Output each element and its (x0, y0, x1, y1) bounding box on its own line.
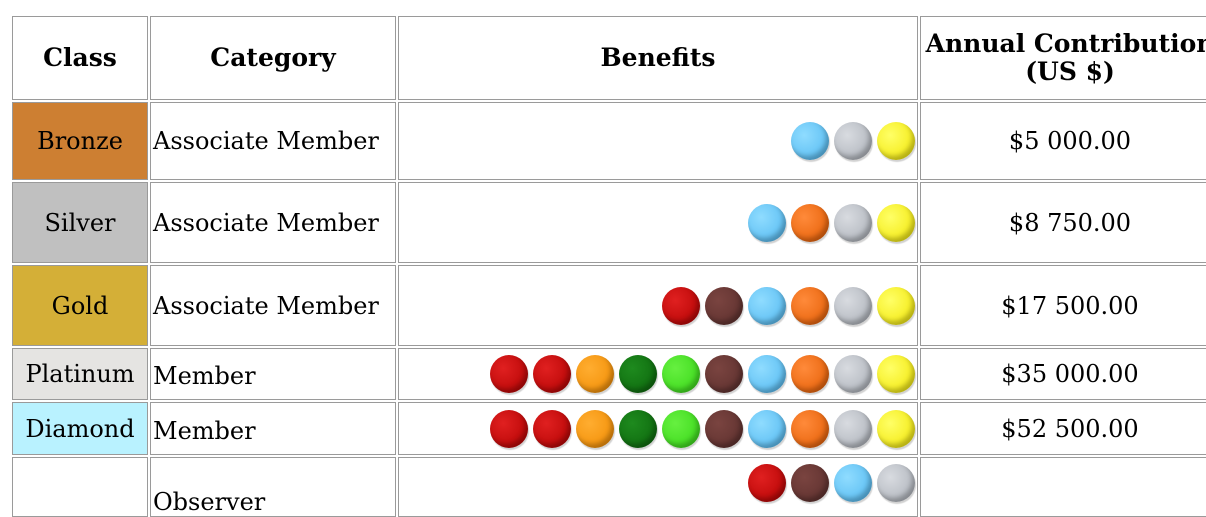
orange-circle-icon (791, 355, 829, 393)
red-circle-icon (748, 464, 786, 502)
gray-circle-icon (834, 286, 872, 325)
brown-circle-icon (705, 409, 743, 448)
orange-circle-icon (791, 203, 829, 242)
header-benefits: Benefits (398, 16, 918, 100)
gray-circle-icon (877, 464, 915, 502)
red-circle-icon (490, 409, 528, 448)
category-cell: Member (150, 348, 396, 400)
benefit-dots (490, 355, 915, 393)
category-cell: Observer (150, 457, 396, 517)
table-row: Diamond Member $52 500.00 (12, 402, 1206, 455)
amber-circle-icon (576, 409, 614, 448)
contribution-cell: $52 500.00 (920, 402, 1206, 455)
orange-circle-icon (791, 286, 829, 325)
gray-circle-icon (834, 203, 872, 242)
benefit-dots (748, 203, 915, 242)
brown-circle-icon (705, 286, 743, 325)
category-cell: Member (150, 402, 396, 455)
header-row: Class Category Benefits Annual Contribut… (12, 16, 1206, 100)
red-circle-icon (490, 355, 528, 393)
red-circle-icon (662, 286, 700, 325)
membership-table: Class Category Benefits Annual Contribut… (10, 14, 1206, 517)
brown-circle-icon (705, 355, 743, 393)
category-cell: Associate Member (150, 102, 396, 180)
benefit-dots (662, 286, 915, 325)
table-row: Platinum Member $35 000.00 (12, 348, 1206, 400)
class-cell: Platinum (12, 348, 148, 400)
table-row: Gold Associate Member $17 500.00 (12, 265, 1206, 346)
class-cell: Bronze (12, 102, 148, 180)
lime-green-circle-icon (662, 355, 700, 393)
red-circle-icon (533, 355, 571, 393)
class-cell: Diamond (12, 402, 148, 455)
contribution-cell: $35 000.00 (920, 348, 1206, 400)
contribution-cell: $8 750.00 (920, 182, 1206, 263)
dark-green-circle-icon (619, 409, 657, 448)
benefits-cell (398, 402, 918, 455)
brown-circle-icon (791, 464, 829, 502)
class-cell: Silver (12, 182, 148, 263)
light-blue-circle-icon (748, 409, 786, 448)
contribution-cell: $17 500.00 (920, 265, 1206, 346)
light-blue-circle-icon (834, 464, 872, 502)
table-row: Observer (12, 457, 1206, 517)
table-row: Silver Associate Member $8 750.00 (12, 182, 1206, 263)
gray-circle-icon (834, 122, 872, 160)
category-cell: Associate Member (150, 182, 396, 263)
header-category: Category (150, 16, 396, 100)
contribution-cell: $5 000.00 (920, 102, 1206, 180)
yellow-circle-icon (877, 286, 915, 325)
yellow-circle-icon (877, 409, 915, 448)
header-contribution: Annual Contribution (US $) (920, 16, 1206, 100)
benefit-dots (791, 122, 915, 160)
lime-green-circle-icon (662, 409, 700, 448)
yellow-circle-icon (877, 203, 915, 242)
dark-green-circle-icon (619, 355, 657, 393)
orange-circle-icon (791, 409, 829, 448)
benefit-dots (748, 464, 915, 502)
benefits-cell (398, 265, 918, 346)
light-blue-circle-icon (748, 286, 786, 325)
yellow-circle-icon (877, 122, 915, 160)
benefits-cell (398, 102, 918, 180)
yellow-circle-icon (877, 355, 915, 393)
red-circle-icon (533, 409, 571, 448)
category-cell: Associate Member (150, 265, 396, 346)
table-row: Bronze Associate Member $5 000.00 (12, 102, 1206, 180)
header-class: Class (12, 16, 148, 100)
gray-circle-icon (834, 355, 872, 393)
header-contribution-label: Annual Contribution (US $) (925, 29, 1206, 86)
amber-circle-icon (576, 355, 614, 393)
light-blue-circle-icon (791, 122, 829, 160)
benefits-cell (398, 348, 918, 400)
class-cell: Gold (12, 265, 148, 346)
light-blue-circle-icon (748, 355, 786, 393)
benefit-dots (490, 409, 915, 448)
contribution-cell (920, 457, 1206, 517)
benefits-cell (398, 457, 918, 517)
light-blue-circle-icon (748, 203, 786, 242)
class-cell (12, 457, 148, 517)
benefits-cell (398, 182, 918, 263)
gray-circle-icon (834, 409, 872, 448)
